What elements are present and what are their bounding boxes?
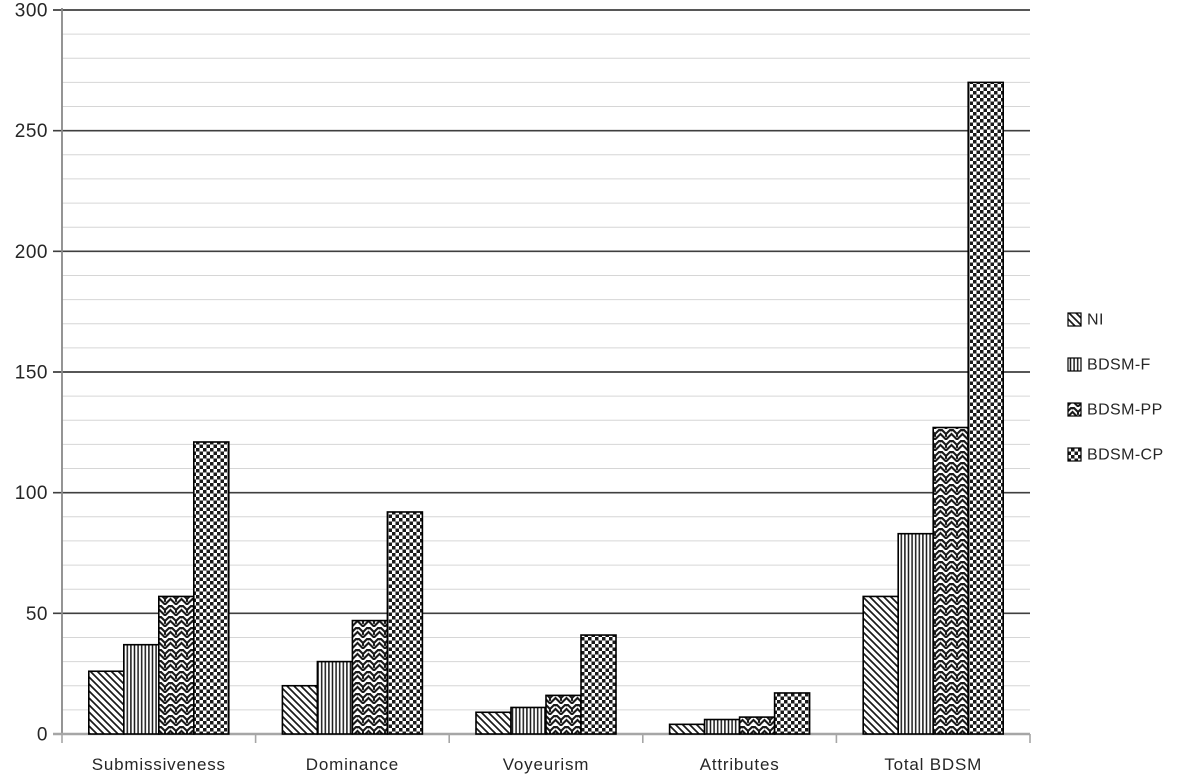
bar-bdsm-pp	[351, 619, 389, 735]
bar-bdsm-cp	[967, 81, 1005, 735]
bar-bdsm-cp	[773, 692, 811, 735]
bar-bdsm-cp	[193, 441, 230, 735]
legend-swatch-diagonal-hatch-icon	[1067, 312, 1082, 327]
bar-bdsm-f	[316, 660, 354, 735]
legend-swatch-checkerboard-icon	[1067, 447, 1082, 462]
legend-label: BDSM-CP	[1087, 447, 1164, 464]
category-label: Submissiveness	[92, 755, 226, 774]
y-tick-label: 200	[15, 242, 48, 263]
bar-bdsm-f	[703, 718, 741, 735]
y-tick-label: 150	[15, 363, 48, 384]
bar-bdsm-f	[510, 706, 547, 735]
bar-ni	[88, 670, 125, 735]
legend: NI BDSM-F BDSM-PP BDSM-CP	[1067, 312, 1164, 464]
legend-swatch-vertical-lines-icon	[1067, 357, 1082, 372]
legend-item-bdsm-pp: BDSM-PP	[1067, 402, 1163, 419]
legend-label: BDSM-PP	[1087, 402, 1163, 419]
bar-group-total-bdsm	[862, 81, 1005, 735]
bar-bdsm-f	[897, 532, 935, 735]
y-tick-label: 0	[37, 725, 48, 746]
bar-bdsm-pp	[545, 694, 582, 735]
bar-bdsm-f	[123, 643, 160, 735]
legend-item-bdsm-cp: BDSM-CP	[1067, 447, 1164, 464]
x-axis-ticks	[61, 734, 1031, 743]
y-tick-label: 250	[15, 121, 48, 142]
bar-group-dominance	[281, 511, 424, 735]
category-label: Total BDSM	[884, 755, 982, 774]
bar-bdsm-pp	[158, 595, 195, 735]
bar-group-submissiveness	[88, 441, 230, 735]
bar-ni	[862, 595, 900, 735]
bar-bdsm-pp	[738, 716, 776, 735]
category-label: Voyeurism	[503, 755, 590, 774]
category-label: Dominance	[306, 755, 399, 774]
category-label: Attributes	[700, 755, 780, 774]
bars	[88, 81, 1005, 735]
legend-item-bdsm-f: BDSM-F	[1067, 357, 1151, 374]
bar-bdsm-pp	[932, 426, 970, 735]
bar-bdsm-cp	[386, 511, 424, 735]
bar-group-attributes	[668, 692, 811, 735]
legend-label: NI	[1087, 312, 1104, 329]
y-tick-labels: 0 50 100 150 200 250 300	[15, 1, 48, 746]
y-tick-label: 100	[15, 483, 48, 504]
y-tick-label: 300	[15, 1, 48, 22]
bar-ni	[281, 684, 319, 735]
bar-bdsm-cp	[580, 634, 617, 735]
category-labels: Submissiveness Dominance Voyeurism Attribut…	[92, 755, 982, 774]
legend-swatch-weave-zigzag-icon	[1067, 402, 1082, 417]
y-tick-label: 50	[26, 604, 48, 625]
bar-ni	[475, 711, 512, 735]
legend-label: BDSM-F	[1087, 357, 1151, 374]
bar-group-voyeurism	[475, 634, 617, 735]
legend-item-ni: NI	[1067, 312, 1104, 329]
bar-ni	[668, 723, 706, 735]
